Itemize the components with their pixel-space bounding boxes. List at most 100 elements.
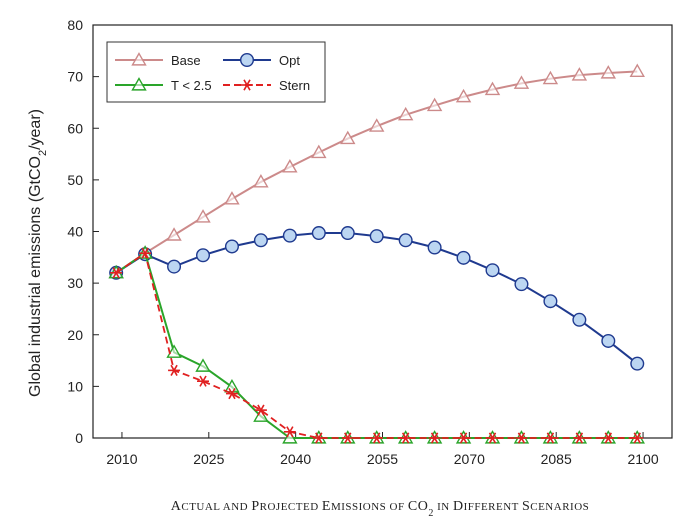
y-axis-label-tail: /year): [27, 109, 44, 150]
data-point: [543, 294, 558, 309]
y-tick-label: 20: [67, 327, 83, 343]
data-point: [631, 432, 644, 444]
data-point: [139, 247, 152, 259]
asterisk-stroke: [430, 432, 439, 444]
data-point: [282, 159, 298, 173]
figure-caption: ACTUAL AND PROJECTED EMISSIONS OF CO2 IN…: [171, 499, 590, 519]
data-point: [485, 263, 500, 278]
asterisk-stroke: [170, 364, 178, 376]
x-tick-label: 2025: [193, 451, 224, 467]
asterisk-stroke: [373, 432, 381, 444]
asterisk-stroke: [228, 388, 236, 400]
data-point: [515, 432, 528, 444]
data-point: [312, 432, 325, 444]
data-point: [457, 432, 470, 444]
data-point: [340, 130, 356, 145]
y-tick-label: 80: [67, 17, 83, 33]
data-point: [370, 432, 383, 444]
series-line: [115, 252, 638, 439]
data-point: [282, 228, 297, 243]
x-tick-label: 2100: [627, 451, 658, 467]
data-point: [224, 239, 239, 254]
data-point: [398, 233, 413, 248]
data-point: [601, 333, 616, 348]
asterisk-stroke: [315, 432, 323, 444]
data-point: [629, 63, 645, 78]
data-point: [426, 97, 443, 112]
series-t-2-5: [108, 245, 645, 444]
data-point: [572, 312, 587, 327]
caption-pre: CTUAL AND: [181, 501, 251, 513]
data-point: [311, 144, 327, 159]
data-point: [311, 226, 326, 241]
data-point: [224, 378, 240, 393]
caption-s: S: [522, 499, 530, 514]
data-point: [571, 67, 588, 81]
asterisk-stroke: [141, 247, 149, 259]
series-layer: [108, 63, 645, 444]
data-point: [168, 364, 181, 376]
series-line: [115, 232, 638, 365]
legend-box: [106, 41, 326, 103]
asterisk-stroke: [546, 432, 555, 444]
x-tick-label: 2070: [454, 451, 485, 467]
caption-d: D: [453, 499, 464, 514]
y-tick-label: 60: [67, 120, 83, 136]
legend-entry-t-2-5: T < 2.5: [115, 77, 212, 93]
legend-label: Opt: [279, 53, 300, 68]
legend: Base Opt T < 2.5 Stern: [106, 41, 326, 103]
data-point: [340, 226, 355, 241]
data-point: [283, 426, 296, 438]
data-point: [399, 432, 412, 444]
x-tick-label: 2040: [280, 451, 311, 467]
legend-marker: [131, 52, 147, 66]
data-point: [455, 88, 472, 103]
series-opt: [109, 226, 645, 371]
asterisk-stroke: [344, 432, 352, 444]
data-point: [195, 209, 211, 223]
data-point: [224, 191, 240, 205]
series-line: [115, 252, 638, 439]
asterisk-stroke: [199, 375, 207, 387]
y-tick-label: 50: [67, 172, 83, 188]
data-point: [513, 75, 530, 89]
data-point: [544, 432, 557, 444]
y-axis-label-main: Global industrial emissions (GtCO: [27, 156, 44, 397]
legend-entry-opt: Opt: [223, 53, 300, 68]
asterisk-stroke: [401, 432, 410, 444]
data-point: [225, 388, 238, 400]
data-point: [254, 404, 267, 416]
x-tick-label: 2055: [367, 451, 398, 467]
legend-entry-stern: Stern: [223, 78, 310, 93]
legend-marker: [241, 79, 253, 91]
data-point: [600, 65, 617, 79]
caption-co: CO: [408, 499, 428, 514]
data-point: [542, 70, 559, 85]
data-point: [253, 174, 269, 188]
series-stern: [110, 247, 644, 444]
data-point: [167, 259, 182, 274]
data-point: [341, 432, 354, 444]
asterisk-stroke: [604, 432, 613, 444]
asterisk-stroke: [286, 426, 294, 438]
data-point: [196, 248, 211, 263]
caption-prest: ROJECTED: [260, 501, 322, 513]
y-tick-label: 0: [75, 430, 83, 446]
data-point: [197, 375, 210, 387]
legend-entry-base: Base: [115, 52, 201, 68]
x-tick-label: 2085: [541, 451, 572, 467]
data-point: [456, 250, 471, 265]
data-point: [369, 118, 385, 132]
data-point: [630, 356, 645, 371]
legend-label: T < 2.5: [171, 78, 212, 93]
legend-marker: [131, 77, 147, 91]
data-point: [397, 106, 414, 121]
caption-co-sub: 2: [428, 508, 434, 519]
data-point: [195, 358, 211, 372]
caption-e: E: [322, 499, 331, 514]
asterisk-stroke: [257, 404, 265, 416]
legend-label: Stern: [279, 78, 310, 93]
asterisk-stroke: [459, 432, 468, 444]
